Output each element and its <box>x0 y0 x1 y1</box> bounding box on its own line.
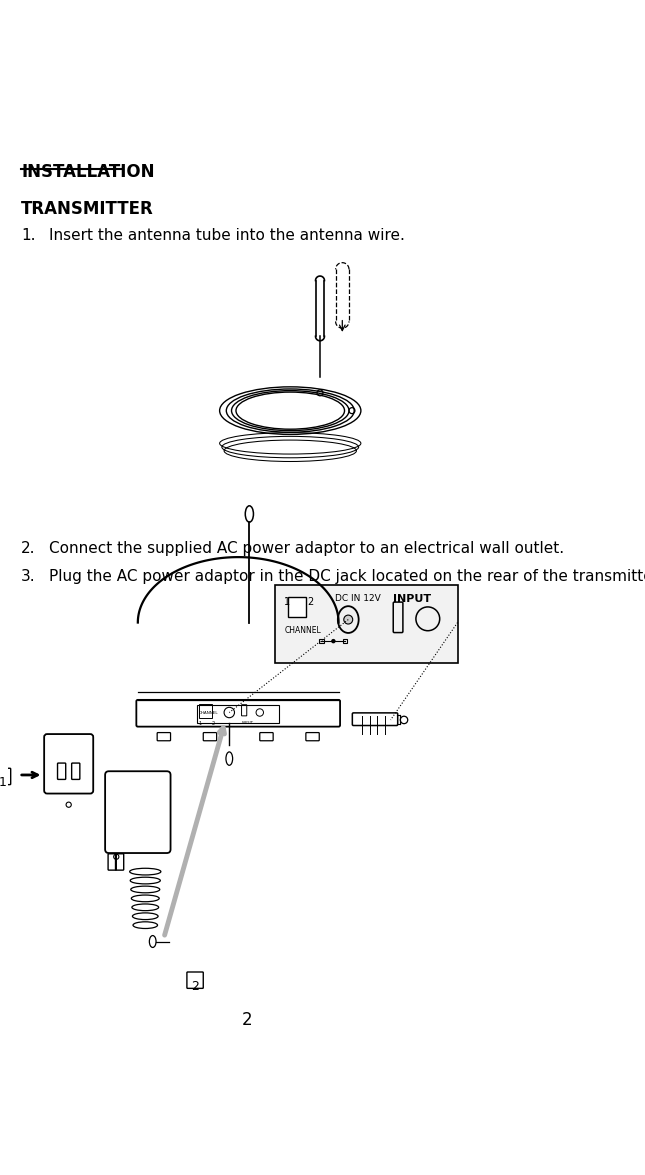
Text: CHANNEL: CHANNEL <box>199 711 219 716</box>
FancyBboxPatch shape <box>275 585 457 664</box>
Text: INPUT: INPUT <box>242 721 254 725</box>
Text: 1: 1 <box>199 721 202 726</box>
Text: 2: 2 <box>212 721 215 726</box>
Circle shape <box>344 615 353 624</box>
Circle shape <box>331 639 335 644</box>
Text: Insert the antenna tube into the antenna wire.: Insert the antenna tube into the antenna… <box>48 228 404 243</box>
Text: 2: 2 <box>242 1010 252 1028</box>
Text: 2: 2 <box>191 980 199 993</box>
FancyBboxPatch shape <box>288 597 306 617</box>
Text: 2: 2 <box>308 597 313 606</box>
Text: DC IN 12V: DC IN 12V <box>335 595 381 603</box>
Text: 1: 1 <box>0 777 6 790</box>
Text: 1: 1 <box>284 597 290 606</box>
Text: Connect the supplied AC power adaptor to an electrical wall outlet.: Connect the supplied AC power adaptor to… <box>48 540 564 556</box>
Text: 1.: 1. <box>21 228 35 243</box>
Text: 3.: 3. <box>21 569 35 584</box>
Text: TRANSMITTER: TRANSMITTER <box>21 200 154 219</box>
Text: Plug the AC power adaptor in the DC jack located on the rear of the transmitter.: Plug the AC power adaptor in the DC jack… <box>48 569 645 584</box>
Text: CHANNEL: CHANNEL <box>284 626 321 636</box>
Text: 2.: 2. <box>21 540 35 556</box>
Text: INSTALLATION: INSTALLATION <box>21 163 155 181</box>
Text: INPUT: INPUT <box>393 595 431 604</box>
